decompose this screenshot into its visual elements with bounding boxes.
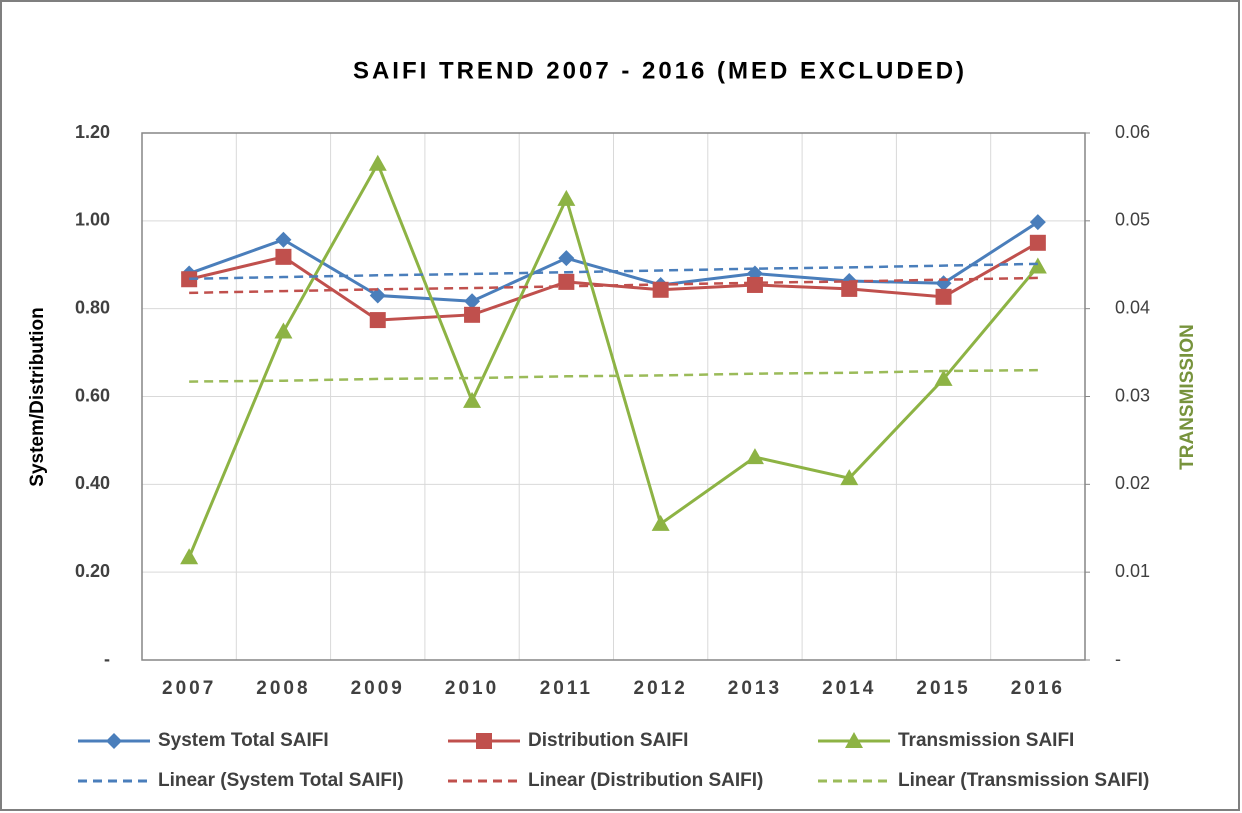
point-marker [935, 288, 952, 305]
point-marker [464, 306, 481, 323]
point-marker [841, 280, 858, 297]
point-marker [840, 469, 859, 486]
legend-marker [845, 732, 863, 748]
point-marker [651, 514, 670, 531]
y2-tick-label: 0.06 [1115, 122, 1150, 142]
point-marker [557, 189, 576, 206]
y2-tick-label: 0.02 [1115, 473, 1150, 493]
x-tick-label: 2012 [634, 678, 688, 699]
point-marker [464, 293, 481, 310]
point-marker [1029, 234, 1046, 251]
x-tick-label: 2015 [916, 678, 970, 699]
y-tick-label: 0.80 [75, 297, 110, 317]
point-marker [1028, 257, 1047, 274]
legend-marker [476, 733, 492, 749]
point-marker [934, 369, 953, 386]
legend-label: Distribution SAIFI [528, 730, 688, 751]
point-marker [369, 312, 386, 329]
x-tick-label: 2016 [1011, 678, 1065, 699]
legend-label: System Total SAIFI [158, 730, 329, 751]
x-tick-label: 2011 [540, 678, 593, 699]
point-marker [275, 231, 292, 248]
y-tick-label: 0.40 [75, 473, 110, 493]
y2-tick-label: - [1115, 649, 1121, 669]
series-line [187, 160, 1039, 558]
y-tick-label: 0.20 [75, 561, 110, 581]
trend-line [189, 262, 1038, 281]
point-marker [746, 276, 763, 293]
y-tick-label: - [104, 649, 110, 669]
point-marker [368, 154, 387, 171]
y2-tick-label: 0.05 [1115, 210, 1150, 230]
y2-tick-label: 0.04 [1115, 297, 1150, 317]
y-tick-label: 1.00 [75, 210, 110, 230]
point-marker [275, 248, 292, 265]
point-marker [1029, 214, 1046, 231]
x-tick-label: 2007 [162, 678, 216, 699]
legend-label: Linear (Transmission SAIFI) [898, 770, 1149, 791]
legend-label: Linear (System Total SAIFI) [158, 770, 404, 791]
plot-border [141, 132, 1086, 661]
y2-axis-title: TRANSMISSION [1177, 324, 1198, 470]
x-tick-label: 2010 [445, 678, 499, 699]
y-tick-label: 1.20 [75, 122, 110, 142]
y-tick-label: 0.60 [75, 385, 110, 405]
point-marker [180, 548, 199, 565]
point-marker [745, 448, 764, 465]
y-axis-title: System/Distribution [27, 307, 48, 486]
trend-line [189, 276, 1038, 295]
legend-label: Transmission SAIFI [898, 730, 1074, 751]
point-marker [181, 271, 198, 288]
point-marker [558, 250, 575, 267]
y2-tick-label: 0.01 [1115, 561, 1150, 581]
legend-label: Linear (Distribution SAIFI) [528, 770, 763, 791]
point-marker [369, 287, 386, 304]
point-marker [274, 322, 293, 339]
chart-title: SAIFI TREND 2007 - 2016 (MED EXCLUDED) [353, 57, 967, 84]
x-tick-label: 2008 [256, 678, 310, 699]
y2-tick-label: 0.03 [1115, 385, 1150, 405]
legend-marker [106, 733, 122, 749]
x-tick-label: 2014 [822, 678, 876, 699]
x-tick-label: 2013 [728, 678, 782, 699]
trend-line [189, 368, 1038, 383]
point-marker [463, 391, 482, 408]
x-tick-label: 2009 [351, 678, 405, 699]
